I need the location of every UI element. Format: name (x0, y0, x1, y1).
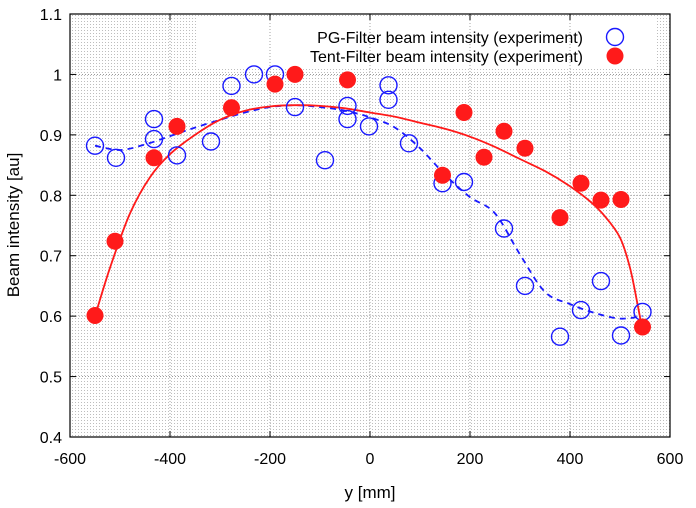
y-tick-label: 0.4 (40, 430, 62, 447)
tent-filter-point (475, 148, 493, 166)
y-axis-label: Beam intensity [au] (4, 153, 23, 298)
y-tick-label: 1.1 (40, 7, 62, 24)
tent-filter-fit-curve (94, 104, 644, 332)
pg-filter-point (494, 219, 514, 238)
pg-filter-point (379, 76, 398, 95)
y-tick-label: 0.9 (40, 128, 62, 145)
legend-marker-pg-filter (605, 27, 625, 47)
tent-filter-point (286, 65, 304, 83)
legend-label-tent-filter: Tent-Filter beam intensity (experiment) (310, 49, 583, 66)
tent-filter-point (168, 117, 186, 135)
plot-background (70, 14, 670, 437)
pg-filter-point (515, 276, 535, 296)
tent-filter-point (106, 232, 124, 250)
x-tick-label: -200 (254, 451, 286, 468)
pg-filter-point (315, 150, 335, 170)
pg-filter-point (144, 109, 164, 129)
pg-filter-point (611, 326, 631, 345)
tent-filter-point (634, 318, 651, 336)
tent-filter-point (495, 122, 513, 140)
y-tick-label: 0.8 (40, 188, 62, 205)
tent-filter-point (592, 191, 610, 209)
tent-filter-point (86, 307, 104, 324)
tent-filter-point (551, 209, 569, 227)
legend-marker-tent-filter (606, 47, 624, 65)
tent-filter-point (572, 174, 590, 192)
pg-filter-point (222, 76, 241, 96)
pg-filter-point (144, 129, 164, 149)
x-tick-label: -400 (154, 451, 186, 468)
tent-filter-point (455, 104, 473, 121)
y-tick-label: 0.6 (40, 309, 62, 326)
x-tick-label: 0 (366, 451, 375, 468)
pg-filter-point (85, 136, 105, 155)
tent-filter-point (266, 75, 284, 93)
pg-filter-point (550, 327, 570, 346)
pg-filter-point (201, 132, 221, 151)
pg-filter-point (285, 97, 305, 117)
pg-filter-point (571, 300, 591, 320)
tent-filter-point (339, 71, 356, 89)
y-tick-label: 0.5 (40, 370, 62, 387)
pg-filter-point (167, 146, 187, 165)
tent-filter-point (434, 166, 451, 184)
legend-label-pg-filter: PG-Filter beam intensity (experiment) (317, 30, 583, 47)
x-tick-label: 400 (557, 451, 584, 468)
pg-filter-point (399, 134, 419, 153)
tent-filter-point (516, 139, 534, 157)
axis-ticks (69, 13, 671, 438)
y-tick-label: 0.7 (40, 249, 62, 266)
legend-box (196, 18, 656, 68)
pg-filter-point (591, 271, 611, 291)
legend: PG-Filter beam intensity (experiment) Te… (310, 27, 625, 66)
pg-filter-point (244, 65, 264, 84)
pg-filter-point (359, 117, 379, 136)
pg-filter-fit-curve (94, 104, 643, 320)
tent-filter-point (612, 191, 630, 208)
pg-filter-point (379, 90, 398, 110)
pg-filter-point (454, 172, 474, 192)
x-tick-label: 200 (457, 451, 484, 468)
data-points (85, 65, 652, 346)
tent-filter-point (145, 149, 163, 167)
pg-filter-point (338, 109, 357, 129)
fit-curves (94, 104, 644, 332)
pg-filter-point (338, 96, 357, 116)
pg-filter-point (106, 148, 126, 168)
x-tick-label: 600 (657, 451, 684, 468)
x-tick-label: -600 (54, 451, 86, 468)
x-axis-label: y [mm] (345, 483, 396, 502)
tick-labels: -600 -400 -200 0 200 400 600 0.4 0.5 0.6 0.7 0.8 0.9… (40, 7, 684, 468)
y-tick-label: 1 (53, 67, 62, 84)
tent-filter-point (223, 99, 240, 117)
